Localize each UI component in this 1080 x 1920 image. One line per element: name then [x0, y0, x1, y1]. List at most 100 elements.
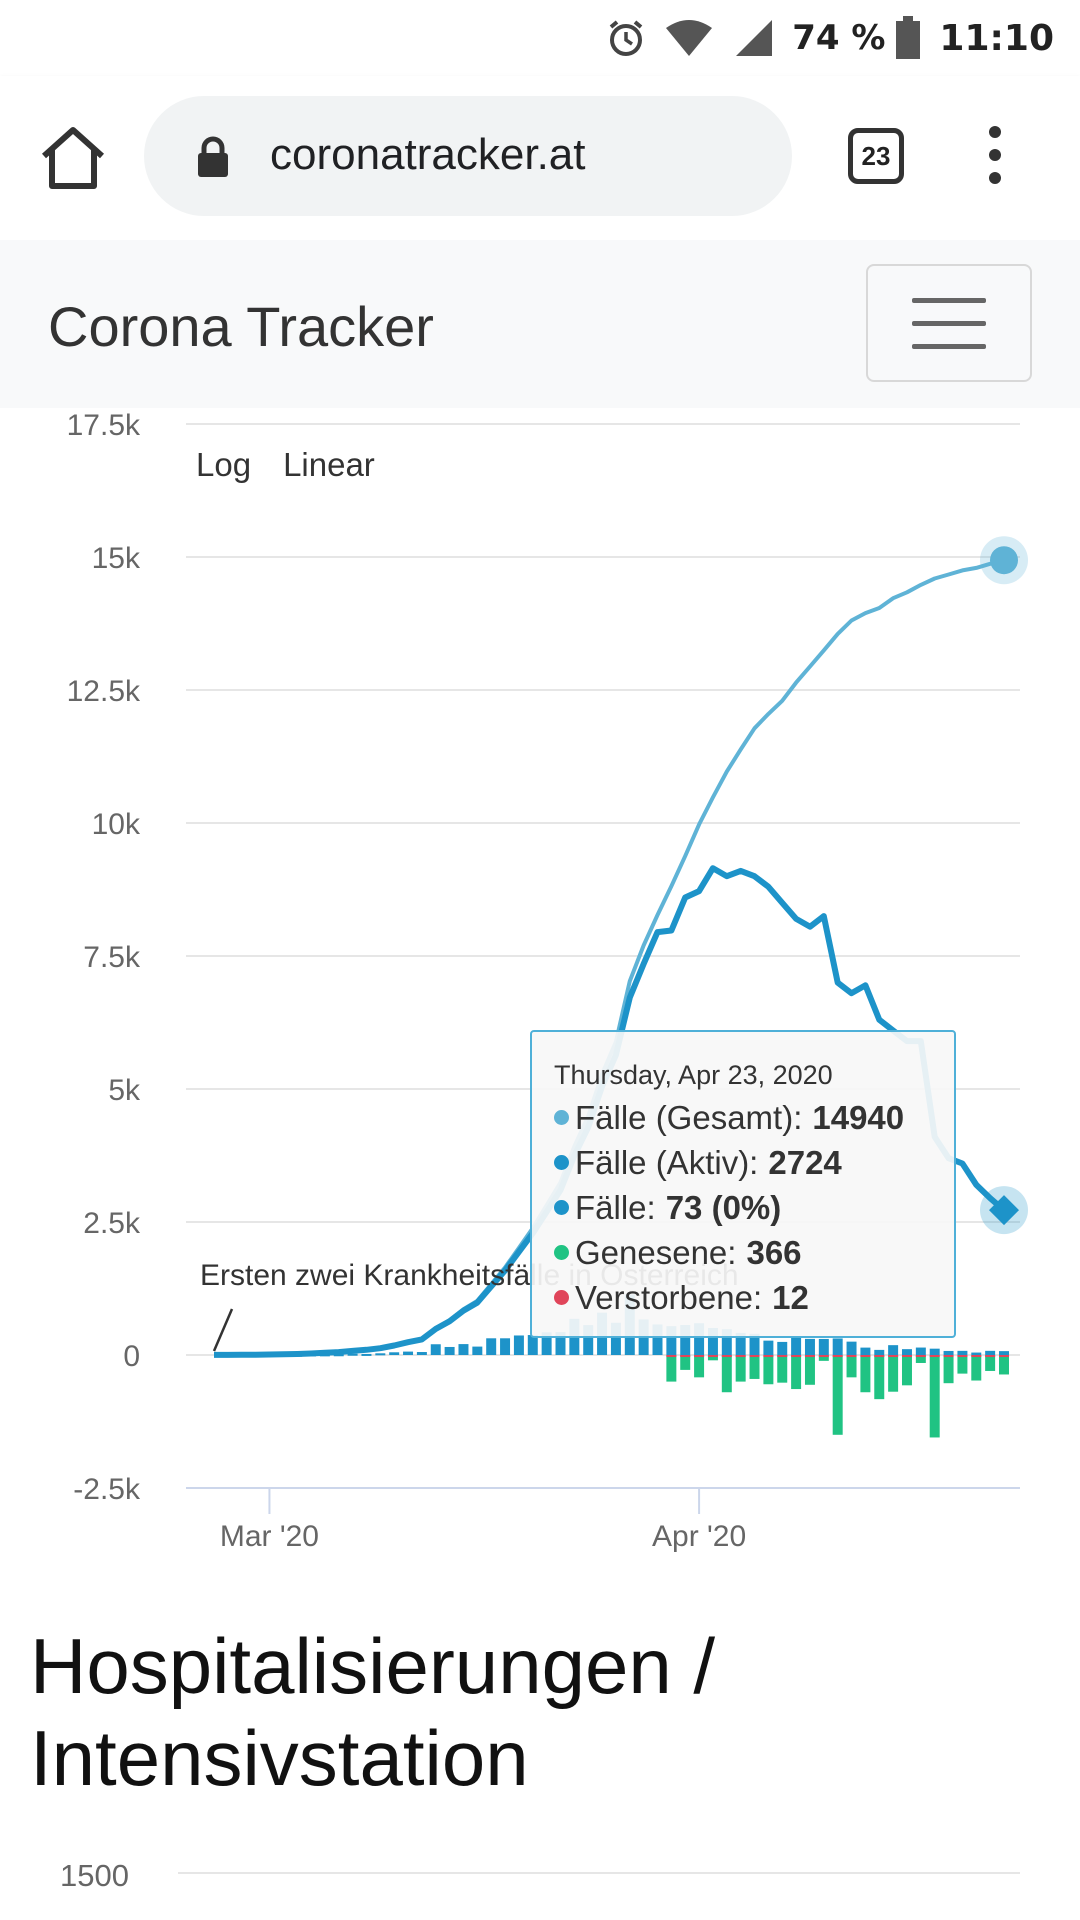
tooltip-row: Verstorbene: 12	[554, 1275, 954, 1320]
next-chart-gridline	[178, 1872, 1020, 1874]
bar	[888, 1355, 899, 1392]
bar	[763, 1355, 774, 1357]
bar	[846, 1341, 857, 1355]
y-tick-label: 5k	[108, 1074, 141, 1107]
signal-icon	[736, 20, 773, 56]
bar	[361, 1353, 372, 1356]
browser-toolbar: coronatracker.at 23	[0, 76, 1080, 241]
bar	[777, 1355, 788, 1383]
bar	[804, 1355, 815, 1385]
bar	[555, 1332, 566, 1355]
tooltip-value: 12	[772, 1278, 809, 1316]
url-text[interactable]: coronatracker.at	[270, 130, 586, 179]
bar	[749, 1355, 760, 1357]
bar	[680, 1324, 691, 1355]
alarm-icon	[609, 20, 643, 56]
bar	[971, 1355, 982, 1381]
home-icon[interactable]	[38, 126, 108, 190]
annotation-connector	[212, 1308, 234, 1352]
site-brand[interactable]: Corona Tracker	[48, 295, 434, 358]
bar	[721, 1355, 732, 1393]
bar	[694, 1323, 705, 1355]
bar	[957, 1355, 968, 1357]
bar	[583, 1325, 594, 1355]
tooltip-dot	[554, 1290, 569, 1305]
bar	[999, 1351, 1009, 1355]
tooltip-label: Fälle (Aktiv):	[575, 1143, 759, 1181]
tooltip-dot	[554, 1155, 569, 1170]
bar	[458, 1344, 469, 1355]
tooltip-value: 73 (0%)	[665, 1188, 782, 1226]
bar	[680, 1355, 691, 1357]
y-tick-label: 0	[123, 1340, 140, 1373]
tooltip-row: Genesene: 366	[554, 1230, 954, 1275]
bar	[846, 1355, 857, 1357]
bar	[749, 1333, 760, 1355]
tooltip-dot	[554, 1110, 569, 1125]
bar	[971, 1355, 982, 1357]
tooltip-value: 366	[746, 1233, 802, 1271]
cases-chart: 17.5k 15k 12.5k 10k 7.5k 5k 2.5k 0 -2.5k Mar '20 A…	[0, 408, 1080, 1558]
overflow-menu-icon[interactable]	[980, 122, 1010, 192]
bar	[791, 1336, 802, 1355]
bar	[818, 1355, 829, 1361]
bar	[375, 1353, 386, 1356]
bar	[735, 1355, 746, 1382]
y-tick-label: 2.5k	[83, 1207, 141, 1240]
scale-toggle: Log Linear	[196, 446, 375, 484]
bar	[860, 1355, 871, 1357]
bar	[444, 1346, 455, 1355]
bar	[818, 1338, 829, 1355]
x-tick-label: Mar '20	[220, 1520, 319, 1553]
next-chart-y-tick: 1500	[60, 1858, 129, 1893]
hamburger-icon[interactable]	[866, 264, 1032, 382]
bar	[694, 1355, 705, 1378]
tab-count: 23	[861, 140, 891, 171]
bar	[707, 1355, 718, 1361]
bar	[707, 1327, 718, 1355]
bar	[416, 1352, 427, 1355]
tooltip-row: Fälle (Gesamt): 14940	[554, 1095, 954, 1140]
clock: 11:10	[939, 17, 1054, 59]
bar	[832, 1355, 843, 1357]
address-bar[interactable]: coronatracker.at	[144, 96, 792, 216]
linear-scale-button[interactable]: Linear	[283, 446, 375, 483]
y-tick-label: -2.5k	[73, 1473, 141, 1506]
tabs-icon[interactable]: 23	[848, 128, 904, 184]
bar	[763, 1355, 774, 1385]
bar	[680, 1355, 691, 1370]
bar	[874, 1349, 885, 1355]
bar	[985, 1355, 996, 1357]
bar	[818, 1355, 829, 1357]
bar	[999, 1355, 1009, 1357]
bar	[735, 1332, 746, 1355]
chart-tooltip: Thursday, Apr 23, 2020 Fälle (Gesamt): 1…	[530, 1030, 956, 1338]
bar	[777, 1341, 788, 1355]
bar	[985, 1355, 996, 1371]
log-scale-button[interactable]: Log	[196, 446, 252, 483]
bar	[721, 1355, 732, 1357]
bar	[666, 1326, 677, 1355]
tooltip-dot	[554, 1245, 569, 1260]
bar	[901, 1355, 912, 1357]
bar	[735, 1355, 746, 1357]
series-marker	[990, 546, 1018, 575]
bar	[804, 1338, 815, 1355]
tooltip-label: Fälle (Gesamt):	[575, 1098, 803, 1136]
chart-plot: 17.5k 15k 12.5k 10k 7.5k 5k 2.5k 0 -2.5k Mar '20 A…	[67, 409, 1028, 1553]
y-tick-label: 7.5k	[83, 941, 141, 974]
bar	[333, 1354, 344, 1357]
bar	[957, 1350, 968, 1355]
bar	[874, 1355, 885, 1357]
bar	[666, 1355, 677, 1357]
wifi-icon	[666, 20, 713, 56]
status-bar: 74 % 11:10	[0, 0, 1080, 76]
y-tick-label: 15k	[92, 542, 141, 575]
bar	[527, 1335, 538, 1355]
bar	[943, 1355, 954, 1357]
bar	[832, 1355, 843, 1435]
series-marker	[989, 1195, 1019, 1226]
bar	[888, 1355, 899, 1357]
bar	[901, 1355, 912, 1386]
site-navbar: Corona Tracker	[0, 240, 1080, 408]
